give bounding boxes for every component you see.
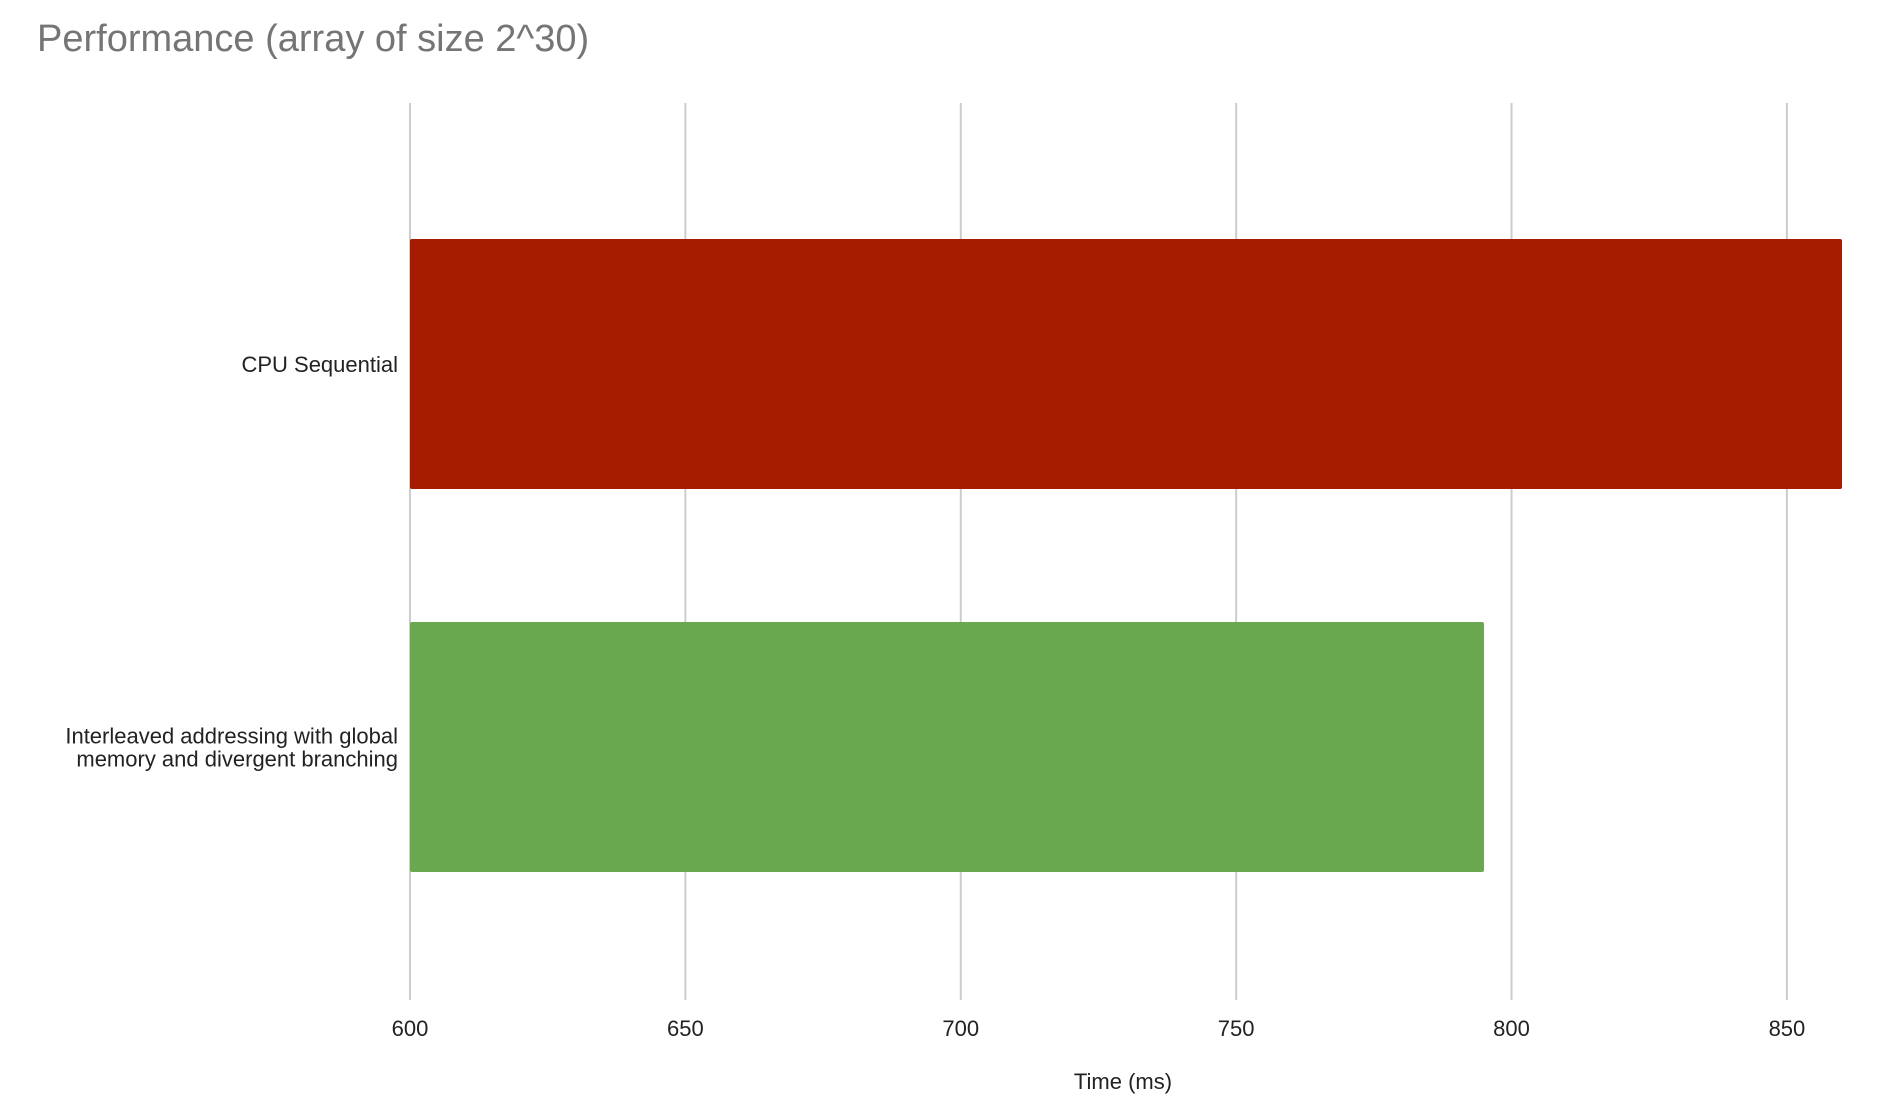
bars <box>410 239 1842 872</box>
bar <box>410 622 1484 872</box>
chart-title: Performance (array of size 2^30) <box>37 18 590 60</box>
x-tick-label: 600 <box>392 1016 429 1041</box>
x-axis-title: Time (ms) <box>1074 1069 1172 1094</box>
bar <box>410 239 1842 489</box>
x-tick-label: 800 <box>1493 1016 1530 1041</box>
x-tick-label: 700 <box>942 1016 979 1041</box>
category-label: memory and divergent branching <box>76 747 398 772</box>
x-tick-label: 850 <box>1769 1016 1806 1041</box>
x-axis-ticks: 600 650 700 750 800 850 <box>392 1016 1806 1041</box>
category-label: Interleaved addressing with global <box>65 724 398 749</box>
x-tick-label: 750 <box>1218 1016 1255 1041</box>
category-label: CPU Sequential <box>241 352 398 377</box>
y-axis-categories: CPU Sequential Interleaved addressing wit… <box>65 352 398 772</box>
x-tick-label: 650 <box>667 1016 704 1041</box>
